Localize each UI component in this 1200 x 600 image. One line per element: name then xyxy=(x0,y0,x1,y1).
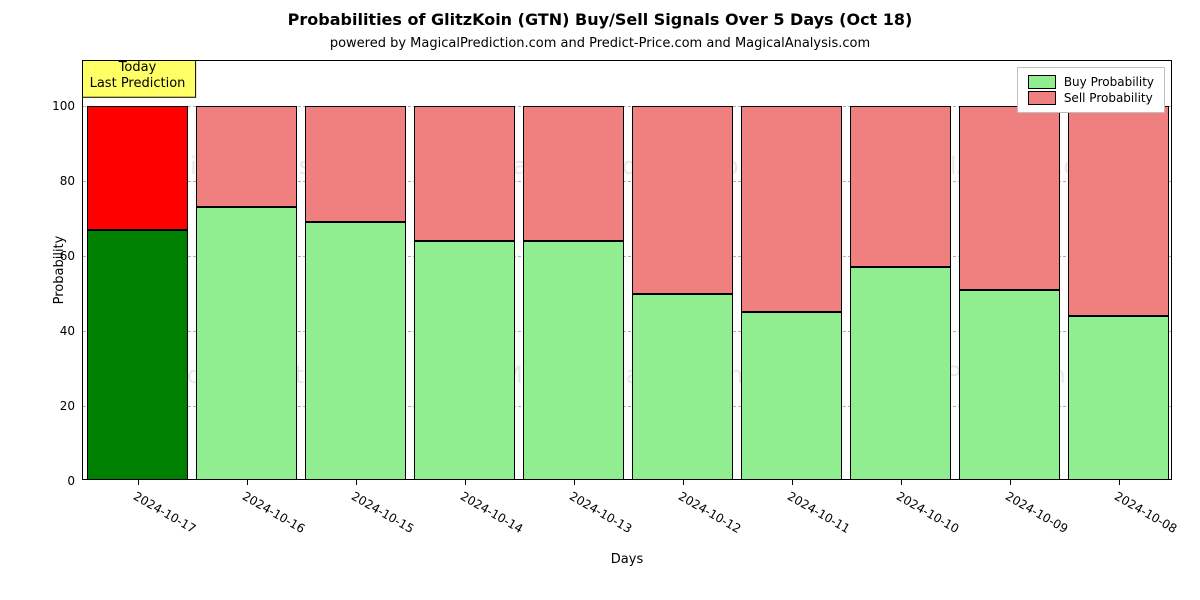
x-tick-label: 2024-10-09 xyxy=(1003,489,1070,536)
legend: Buy Probability Sell Probability xyxy=(1017,67,1165,113)
buy-bar xyxy=(196,207,296,479)
x-tick-label: 2024-10-14 xyxy=(458,489,525,536)
buy-bar xyxy=(523,241,623,479)
chart-title: Probabilities of GlitzKoin (GTN) Buy/Sel… xyxy=(0,10,1200,29)
sell-bar xyxy=(87,106,187,230)
buy-bar xyxy=(632,294,732,480)
legend-label: Buy Probability xyxy=(1064,75,1154,89)
legend-label: Sell Probability xyxy=(1064,91,1153,105)
x-tick-label: 2024-10-08 xyxy=(1112,489,1179,536)
annotation-line2: Last Prediction xyxy=(90,76,186,92)
legend-item: Buy Probability xyxy=(1028,74,1154,90)
y-tick-label: 60 xyxy=(60,249,83,263)
x-tick-label: 2024-10-16 xyxy=(240,489,307,536)
sell-bar xyxy=(632,106,732,294)
buy-bar xyxy=(959,290,1059,479)
sell-bar xyxy=(414,106,514,241)
sell-bar xyxy=(196,106,296,207)
plot-area: Probability MagicalAnalysis.comMagicalPr… xyxy=(82,60,1172,480)
legend-swatch xyxy=(1028,91,1056,105)
buy-bar xyxy=(741,312,841,479)
y-tick-label: 80 xyxy=(60,174,83,188)
buy-bar xyxy=(414,241,514,479)
figure: Probabilities of GlitzKoin (GTN) Buy/Sel… xyxy=(0,0,1200,600)
legend-swatch xyxy=(1028,75,1056,89)
today-annotation: TodayLast Prediction xyxy=(83,61,196,97)
y-axis-label: Probability xyxy=(52,236,67,305)
sell-bar xyxy=(305,106,405,222)
buy-bar xyxy=(305,222,405,479)
annotation-line1: Today xyxy=(90,61,186,76)
x-tick-label: 2024-10-10 xyxy=(894,489,961,536)
sell-bar xyxy=(959,106,1059,290)
x-tick-label: 2024-10-12 xyxy=(676,489,743,536)
sell-bar xyxy=(523,106,623,241)
y-tick-label: 40 xyxy=(60,324,83,338)
y-tick-label: 0 xyxy=(67,474,83,488)
buy-bar xyxy=(850,267,950,479)
legend-item: Sell Probability xyxy=(1028,90,1154,106)
sell-bar xyxy=(1068,106,1168,316)
x-tick-label: 2024-10-17 xyxy=(131,489,198,536)
buy-bar xyxy=(1068,316,1168,479)
chart-subtitle: powered by MagicalPrediction.com and Pre… xyxy=(0,36,1200,51)
buy-bar xyxy=(87,230,187,479)
x-tick-label: 2024-10-11 xyxy=(785,489,852,536)
plot-inner: MagicalAnalysis.comMagicalPrediction.com… xyxy=(83,61,1171,479)
x-axis-label: Days xyxy=(611,552,643,567)
y-tick-label: 100 xyxy=(52,99,83,113)
sell-bar xyxy=(850,106,950,267)
x-tick-label: 2024-10-15 xyxy=(349,489,416,536)
sell-bar xyxy=(741,106,841,312)
x-tick-label: 2024-10-13 xyxy=(567,489,634,536)
y-tick-label: 20 xyxy=(60,399,83,413)
